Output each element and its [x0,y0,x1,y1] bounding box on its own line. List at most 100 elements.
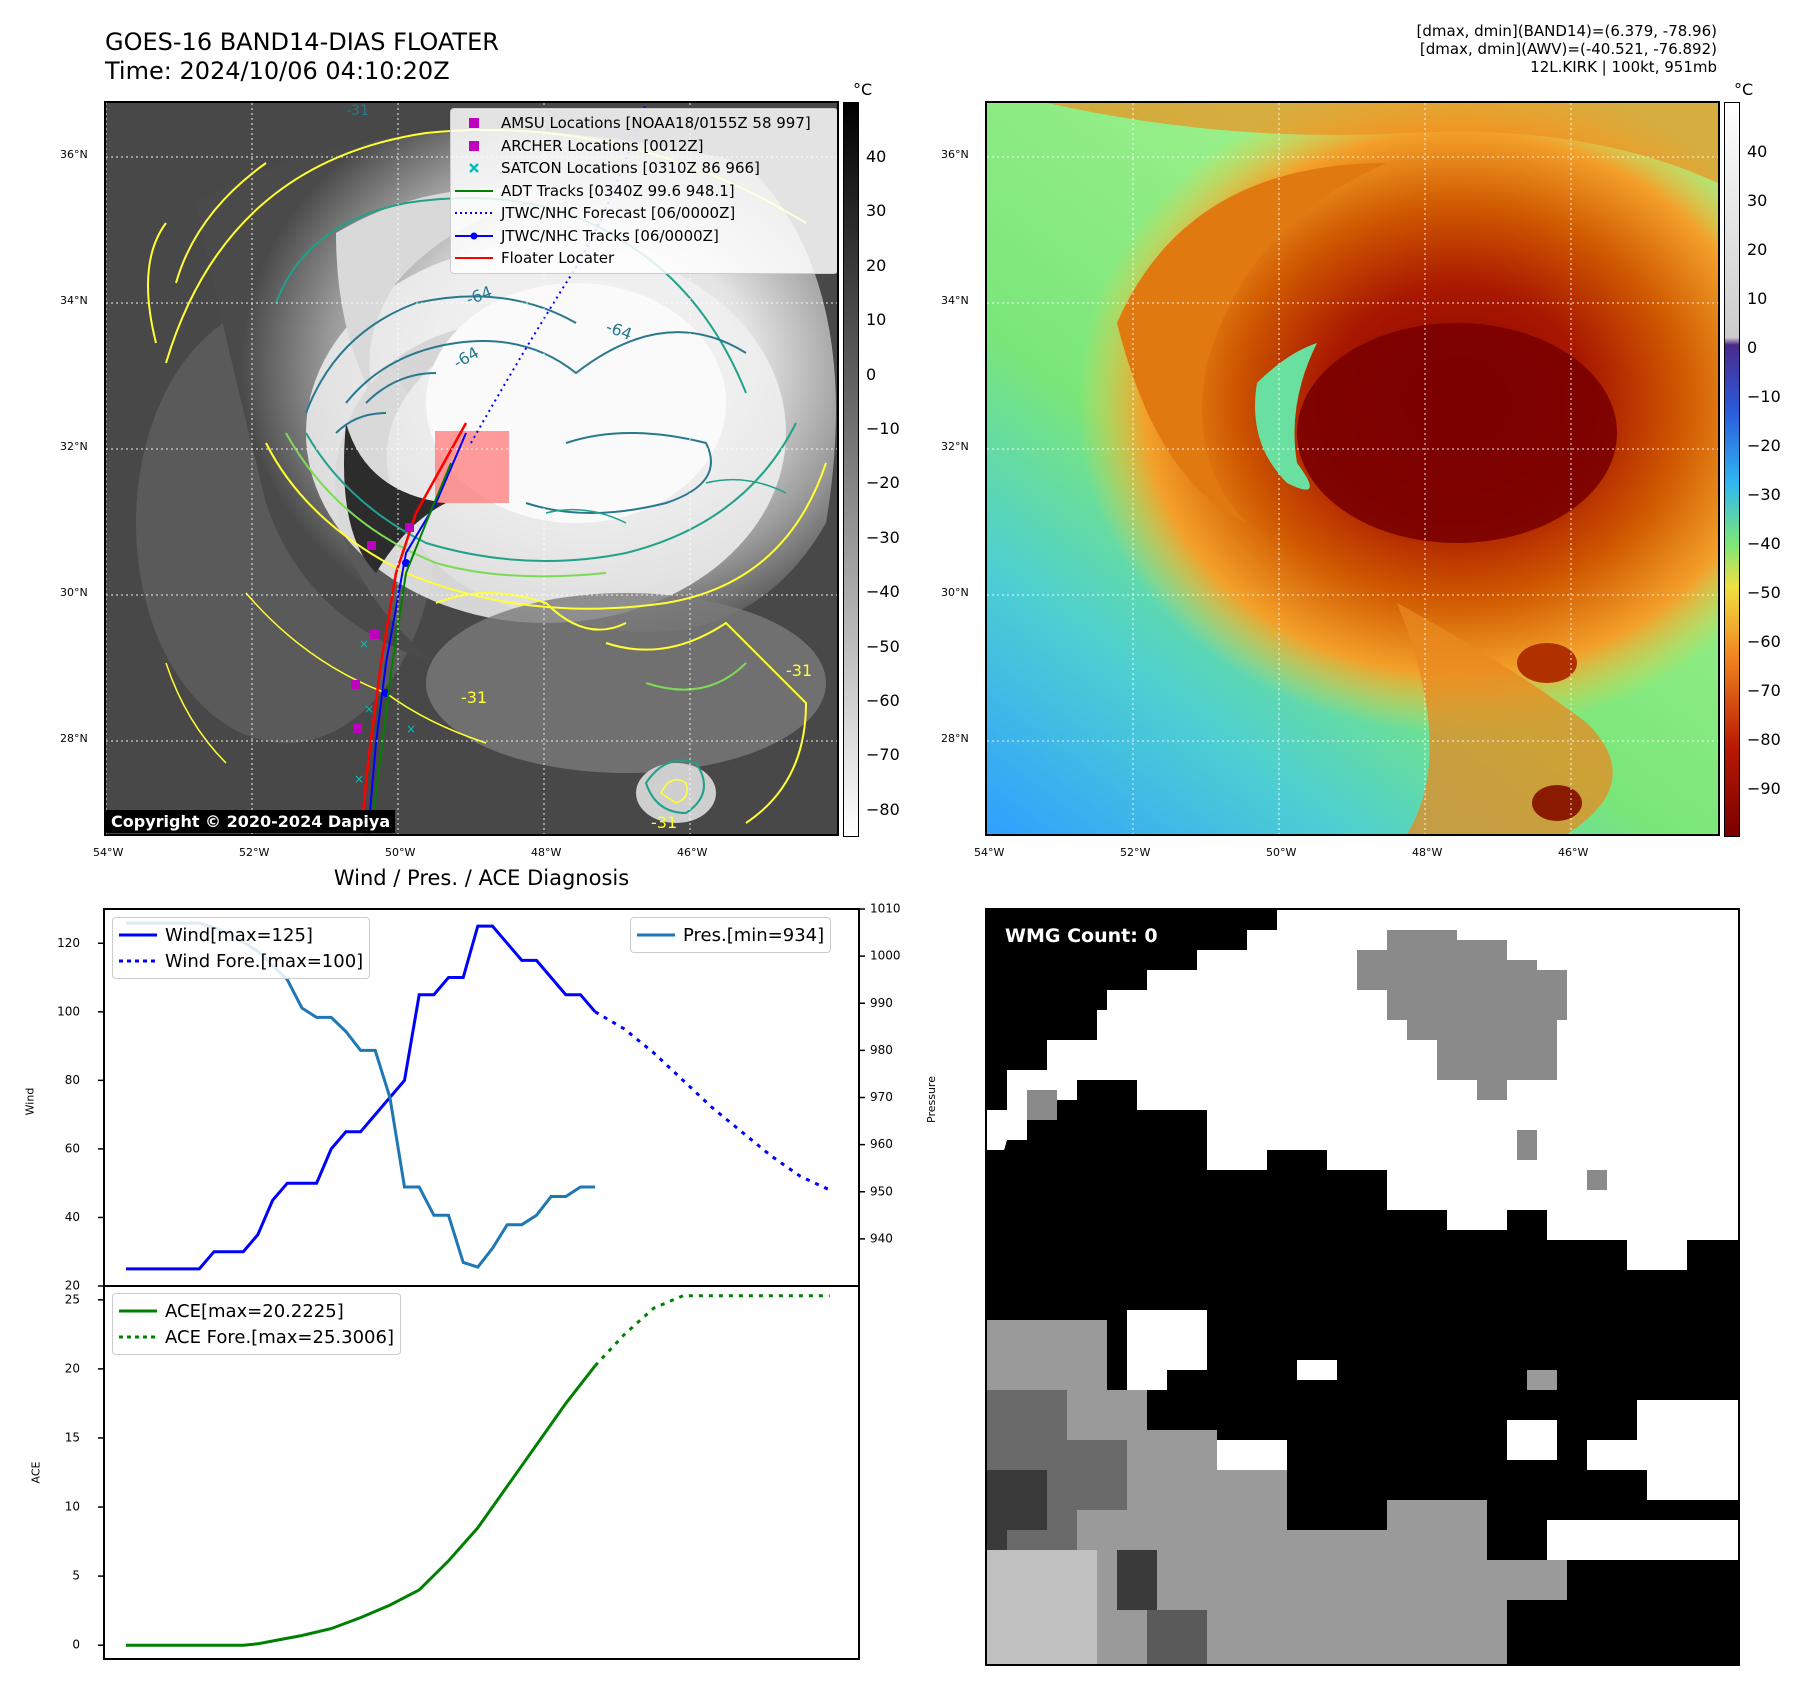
colorbar-tick-label: 20 [1747,240,1768,259]
pressure-ytick-label: 1010 [870,902,901,916]
band14-range-info: [dmax, dmin](BAND14)=(6.379, -78.96) [1416,22,1717,40]
colorbar-tick-label: 30 [1747,191,1768,210]
wind-ytick-label: 60 [65,1141,80,1155]
ir-legend-item: JTWC/NHC Tracks [06/0000Z] [455,225,833,248]
legend-item-wind-forecast: Wind Fore.[max=100] [119,948,363,974]
colorbar-tick-label: −40 [866,582,900,602]
legend-item-pressure: Pres.[min=934] [637,922,824,948]
legend-symbol-icon [455,252,493,264]
lon-label: 46°W [1558,846,1589,859]
pressure-ylabel: Pressure [924,1076,938,1123]
legend-label-pressure: Pres.[min=934] [683,924,825,946]
ace-ylabel: ACE [29,1461,43,1484]
wind-ytick-label: 20 [65,1279,80,1293]
wind-ytick-label: 100 [57,1004,80,1018]
lon-label: 52°W [239,846,270,859]
colorbar-tick-label: −30 [1747,485,1781,504]
colorbar-tick-label: 0 [1747,338,1758,357]
svg-text:×: × [354,772,364,786]
colorbar-tick-label: −50 [1747,583,1781,602]
legend-symbol-icon [455,230,493,242]
ace-ytick-label: 15 [65,1430,80,1444]
pressure-ytick-label: 970 [870,1090,893,1104]
lat-label: 30°N [941,586,969,599]
colorbar-tick-label: −10 [866,419,900,438]
wmg-panel: WMG Count: 0 [985,908,1740,1666]
lat-label: 32°N [60,440,88,453]
diagnosis-chart: 1201008060402010101000990980970960950940… [57,902,901,1660]
ace-ytick-label: 5 [72,1569,80,1583]
lat-label: 30°N [60,586,88,599]
lon-label: 46°W [677,846,708,859]
awv-colorbar [1724,102,1740,837]
contour-label: -31 [651,813,678,832]
lon-label: 48°W [531,846,562,859]
colorbar-tick-label: −20 [1747,436,1781,455]
awv-satellite-panel [985,101,1720,836]
ace-legend: ACE[max=20.2225] ACE Fore.[max=25.3006] [112,1293,401,1355]
wind-ytick-label: 80 [65,1073,80,1087]
ir-legend-label: JTWC/NHC Tracks [06/0000Z] [501,226,719,245]
lon-label: 48°W [1412,846,1443,859]
legend-symbol-icon [455,185,493,197]
colorbar-tick-label: 40 [1747,142,1768,161]
awv-range-info: [dmax, dmin](AWV)=(-40.521, -76.892) [1419,40,1717,58]
ir-legend-label: Floater Locater [501,249,615,268]
colorbar-tick-label: −60 [866,691,900,710]
ir-satellite-panel: × × × × -31 -64 -64 -64 -31 -31 -31 AMSU… [104,101,839,836]
copyright-badge: Copyright © 2020-2024 Dapiya [106,810,396,833]
lat-label: 34°N [60,294,88,307]
ir-legend-label: AMSU Locations [NOAA18/0155Z 58 997] [501,114,811,133]
legend-label-ace-forecast: ACE Fore.[max=25.3006] [165,1326,394,1348]
colorbar-tick-label: 10 [1747,289,1768,308]
legend-symbol-icon [455,117,493,129]
colorbar-tick-label: −80 [866,799,900,819]
pressure-ytick-label: 990 [870,996,893,1010]
ir-legend: AMSU Locations [NOAA18/0155Z 58 997] ARCH… [450,108,837,274]
colorbar-tick-label: 20 [866,255,887,275]
contour-label: -31 [786,661,813,680]
lat-label: 28°N [60,732,88,745]
colorbar-tick-label: −70 [1747,681,1781,700]
legend-symbol-icon [455,162,493,174]
legend-item-ace-forecast: ACE Fore.[max=25.3006] [119,1324,394,1350]
awv-satellite-image [987,103,1718,834]
contour-label: -31 [461,688,488,707]
axis-text: 1201008060402010101000990980970960950940… [57,902,900,1652]
wind-ylabel: Wind [23,1087,37,1116]
ir-legend-label: ARCHER Locations [0012Z] [501,136,704,155]
colorbar-tick-label: −50 [866,636,900,656]
figure-title: GOES-16 BAND14-DIAS FLOATER [105,28,499,56]
legend-label-wind-forecast: Wind Fore.[max=100] [165,950,364,972]
wmg-count-badge: WMG Count: 0 [999,922,1164,950]
svg-text:×: × [359,637,369,651]
wind-legend: Wind[max=125] Wind Fore.[max=100] [112,917,371,979]
ace-ytick-label: 25 [65,1292,80,1306]
ace-ytick-label: 10 [65,1500,80,1514]
contour-label: -31 [346,103,369,119]
lat-label: 34°N [941,294,969,307]
storm-info: 12L.KIRK | 100kt, 951mb [1530,58,1717,76]
ir-legend-label: JTWC/NHC Forecast [06/0000Z] [501,204,736,223]
ir-colorbar [843,102,859,837]
lon-label: 50°W [1266,846,1297,859]
ir-legend-item: Floater Locater [455,247,833,270]
colorbar-tick-label: 0 [866,364,877,384]
pressure-ytick-label: 1000 [870,949,901,963]
colorbar-tick-label: 40 [866,147,887,166]
wind-ytick-label: 40 [65,1210,80,1224]
legend-symbol-icon [455,207,493,219]
pressure-ytick-label: 960 [870,1137,893,1151]
ir-legend-item: ARCHER Locations [0012Z] [455,135,833,158]
colorbar-tick-label: −10 [1747,387,1781,406]
svg-text:×: × [406,722,416,736]
wind-forecast-line [594,1010,831,1192]
ir-legend-item: ADT Tracks [0340Z 99.6 948.1] [455,180,833,203]
colorbar-tick-label: −70 [866,745,900,765]
legend-label-wind: Wind[max=125] [165,924,313,946]
pressure-ytick-label: 980 [870,1043,893,1057]
lon-label: 54°W [93,846,124,859]
svg-text:×: × [364,702,374,716]
colorbar-tick-label: −80 [1747,730,1781,749]
ir-legend-label: SATCON Locations [0310Z 86 966] [501,159,760,178]
